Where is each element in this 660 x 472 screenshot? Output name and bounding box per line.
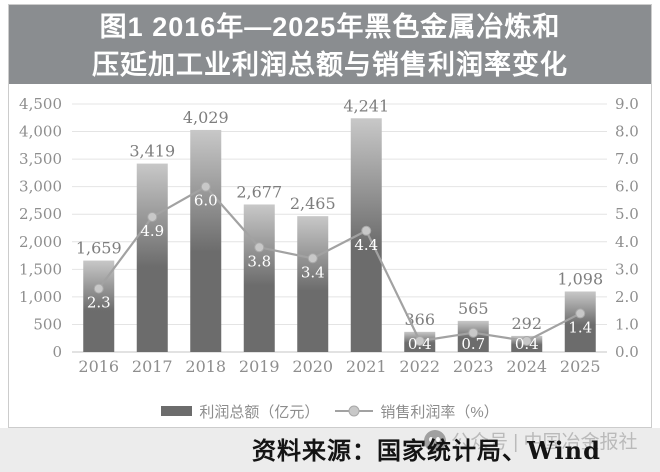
margin-dot-2019 <box>254 242 265 253</box>
margin-value-label-2021: 4.4 <box>354 236 378 254</box>
chart-figure: 图1 2016年—2025年黑色金属冶炼和 压延加工业利润总额与销售利润率变化 … <box>8 4 652 428</box>
x-axis-label-2021: 2021 <box>346 357 387 376</box>
chart-title-line2: 压延加工业利润总额与销售利润率变化 <box>92 50 568 80</box>
chart-legend: 利润总额（亿元） 销售利润率（%） <box>9 401 651 421</box>
right-axis-tick: 5.0 <box>615 205 639 223</box>
legend-label-margin: 销售利润率（%） <box>380 403 499 421</box>
x-axis-label-2017: 2017 <box>132 357 173 376</box>
right-axis-tick: 1.0 <box>615 315 639 333</box>
right-axis-tick: 0.0 <box>615 343 639 361</box>
right-axis-tick: 2.0 <box>615 288 639 306</box>
legend-item-margin: 销售利润率（%） <box>335 401 499 422</box>
margin-line <box>97 185 581 343</box>
x-axis-label-2024: 2024 <box>506 357 547 376</box>
right-axis-tick: 9.0 <box>615 95 639 113</box>
left-axis-tick: 1,000 <box>19 288 62 306</box>
bar-value-label-2025: 1,098 <box>557 269 603 288</box>
legend-item-profit: 利润总额（亿元） <box>161 401 319 422</box>
bar-value-label-2023: 565 <box>458 299 489 318</box>
left-axis-tick: 2,000 <box>19 233 62 251</box>
bar-2025 <box>564 291 596 352</box>
bar-value-label-2017: 3,419 <box>129 142 175 161</box>
legend-label-profit: 利润总额（亿元） <box>199 403 320 421</box>
margin-value-label-2022: 0.4 <box>408 335 432 353</box>
margin-dot-2020 <box>307 253 318 264</box>
right-axis-tick: 6.0 <box>615 178 639 196</box>
right-axis-tick: 3.0 <box>615 260 639 278</box>
chart-plot-area: 4,500 9.0 4,000 8.0 3,500 7.0 3,000 6.0 2,500 5.0… <box>9 84 651 427</box>
x-axis-label-2016: 2016 <box>78 357 119 376</box>
bar-value-label-2016: 1,659 <box>76 239 122 258</box>
line-series-dot-swatch <box>348 405 360 417</box>
margin-dot-2024 <box>521 335 532 346</box>
margin-value-label-2024: 0.4 <box>515 335 539 353</box>
left-axis-tick: 3,000 <box>19 178 62 196</box>
chart-title: 图1 2016年—2025年黑色金属冶炼和 压延加工业利润总额与销售利润率变化 <box>9 5 651 84</box>
right-axis-tick: 8.0 <box>615 123 639 141</box>
margin-value-label-2023: 0.7 <box>461 335 485 353</box>
bar-value-label-2018: 4,029 <box>183 108 229 127</box>
margin-dot-2023 <box>468 327 479 338</box>
x-axis-label-2019: 2019 <box>239 357 280 376</box>
left-axis-tick: 4,500 <box>19 95 62 113</box>
bar-value-label-2021: 4,241 <box>343 96 389 115</box>
x-axis-label-2023: 2023 <box>453 357 494 376</box>
bar-2019 <box>243 204 275 352</box>
margin-dot-2025 <box>575 308 586 319</box>
margin-dot-2022 <box>414 335 425 346</box>
x-axis-label-2018: 2018 <box>185 357 226 376</box>
left-axis-tick: 0 <box>52 343 62 361</box>
left-axis-tick: 1,500 <box>19 260 62 278</box>
left-axis-tick: 2,500 <box>19 205 62 223</box>
bar-2020 <box>297 216 329 352</box>
margin-value-label-2019: 3.8 <box>247 252 271 270</box>
margin-value-label-2020: 3.4 <box>301 263 325 281</box>
bar-value-label-2019: 2,677 <box>236 182 282 201</box>
x-axis-label-2020: 2020 <box>292 357 333 376</box>
chart-title-line1: 图1 2016年—2025年黑色金属冶炼和 <box>99 12 561 42</box>
source-text: 资料来源：国家统计局、Wind <box>252 436 601 465</box>
margin-value-label-2017: 4.9 <box>140 222 164 240</box>
watermark: 公众号 | 中国冶金报社 <box>424 427 638 454</box>
wechat-icon <box>424 429 446 452</box>
bar-series-swatch <box>161 406 193 416</box>
left-axis-tick: 500 <box>33 315 62 333</box>
right-axis-tick: 4.0 <box>615 233 639 251</box>
x-axis-label-2025: 2025 <box>560 357 601 376</box>
margin-value-label-2025: 1.4 <box>568 318 592 336</box>
watermark-text: 公众号 | 中国冶金报社 <box>451 432 638 453</box>
right-axis-tick: 7.0 <box>615 150 639 168</box>
bar-value-label-2020: 2,465 <box>290 194 336 213</box>
bar-value-label-2024: 292 <box>511 314 542 333</box>
x-axis-label-2022: 2022 <box>399 357 440 376</box>
bar-2017 <box>136 163 168 352</box>
margin-dot-2017 <box>147 211 158 222</box>
margin-value-label-2016: 2.3 <box>87 294 111 312</box>
bar-2018 <box>190 129 222 352</box>
margin-dot-2016 <box>93 283 104 294</box>
source-strip <box>0 428 660 472</box>
margin-value-label-2018: 6.0 <box>194 192 218 210</box>
margin-dot-2021 <box>361 225 372 236</box>
left-axis-tick: 4,000 <box>19 123 62 141</box>
chart-canvas: 4,500 9.0 4,000 8.0 3,500 7.0 3,000 6.0 2,500 5.0… <box>19 95 639 376</box>
line-series-swatch <box>335 405 374 417</box>
margin-dot-2018 <box>200 181 211 192</box>
left-axis-tick: 3,500 <box>19 150 62 168</box>
